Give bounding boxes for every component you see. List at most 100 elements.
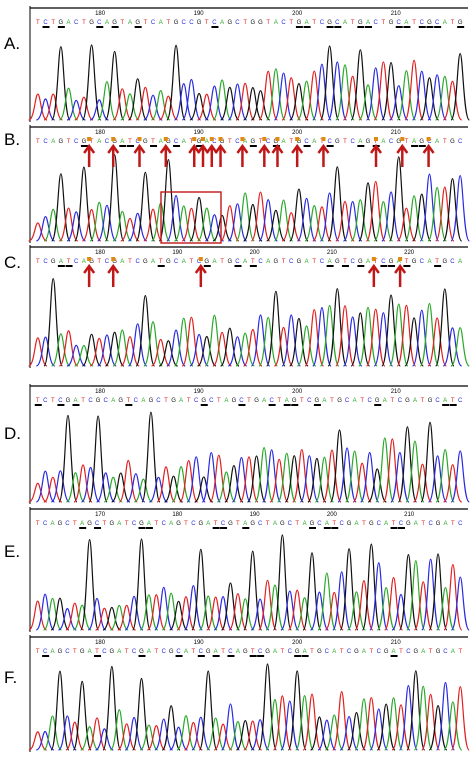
peak-G	[164, 475, 183, 503]
base-call: G	[274, 139, 279, 145]
quality-bar	[96, 26, 104, 28]
base-call: T	[429, 649, 433, 655]
peak-C	[450, 174, 470, 242]
base-call: C	[443, 649, 448, 655]
base-call: T	[289, 139, 293, 145]
peak-A	[265, 698, 285, 751]
base-call: T	[421, 398, 425, 404]
base-call: T	[451, 521, 455, 527]
peak-T	[220, 205, 240, 242]
variant-marker	[374, 137, 379, 141]
base-call: T	[251, 649, 255, 655]
peak-C	[365, 67, 386, 121]
base-call: T	[90, 139, 94, 145]
base-call: T	[73, 521, 77, 527]
base-call: C	[43, 398, 48, 404]
peak-A	[134, 478, 153, 503]
peak-T	[158, 95, 178, 121]
peak-A	[427, 186, 447, 242]
base-call: A	[159, 20, 163, 26]
peak-G	[72, 680, 92, 751]
peak-G	[350, 312, 371, 367]
base-call: A	[266, 259, 270, 265]
base-call: T	[343, 259, 347, 265]
peak-C	[442, 327, 463, 367]
peak-G	[398, 554, 418, 631]
base-call: G	[427, 20, 432, 26]
peak-T	[273, 326, 294, 367]
variant-arrowhead	[83, 263, 96, 274]
base-call: C	[102, 649, 107, 655]
base-call: G	[201, 398, 206, 404]
base-call: T	[236, 521, 240, 527]
peak-A	[103, 476, 123, 503]
base-call: A	[205, 139, 209, 145]
peak-A	[173, 317, 194, 367]
panel-label-c: C.	[4, 253, 21, 272]
base-call: C	[228, 649, 233, 655]
peak-G	[127, 78, 148, 121]
base-call: C	[281, 20, 286, 26]
variant-marker	[262, 137, 267, 141]
peak-G	[397, 426, 418, 503]
variant-marker	[240, 137, 245, 141]
quality-bar	[357, 145, 365, 147]
tick-label: 210	[391, 389, 402, 395]
tick-label: 200	[292, 130, 303, 136]
base-call: T	[128, 139, 132, 145]
peak-T	[435, 186, 455, 242]
peak-T	[272, 695, 292, 751]
quality-bar	[291, 404, 299, 406]
base-call: G	[197, 20, 202, 26]
panel-label-f: F.	[4, 668, 18, 687]
peak-A	[295, 597, 314, 631]
variant-arrowhead	[291, 143, 304, 154]
variant-marker	[426, 137, 431, 141]
peak-A	[59, 87, 79, 121]
peak-T	[209, 454, 229, 503]
peak-C	[96, 472, 116, 503]
base-call: T	[405, 259, 409, 265]
quality-bar	[323, 527, 331, 529]
base-call: G	[139, 521, 144, 527]
peak-G	[243, 550, 263, 631]
base-call: C	[74, 259, 79, 265]
base-call: T	[312, 259, 316, 265]
base-call: A	[214, 649, 218, 655]
peak-C	[273, 72, 294, 121]
peak-G	[111, 472, 131, 503]
base-call: G	[176, 521, 181, 527]
variant-arrowhead	[196, 143, 210, 154]
base-call: C	[335, 20, 340, 26]
peak-T	[442, 80, 463, 121]
peak-T	[181, 207, 201, 242]
base-call: T	[312, 20, 316, 26]
base-call: T	[412, 20, 416, 26]
base-call: T	[435, 259, 439, 265]
base-call: A	[282, 139, 286, 145]
base-call: A	[343, 20, 347, 26]
quality-bar	[331, 527, 339, 529]
variant-arrowhead	[214, 143, 227, 154]
base-call: C	[381, 259, 386, 265]
base-call: A	[67, 20, 71, 26]
peak-G	[327, 288, 348, 367]
base-call: C	[58, 398, 63, 404]
base-call: T	[36, 259, 40, 265]
base-call: G	[337, 398, 342, 404]
quality-bar	[268, 404, 276, 406]
base-call: T	[154, 521, 158, 527]
base-call: A	[169, 521, 173, 527]
quality-bar	[80, 145, 88, 147]
base-call: A	[141, 398, 145, 404]
base-call: G	[436, 649, 441, 655]
variant-marker	[275, 137, 280, 141]
base-call: T	[282, 259, 286, 265]
base-call: C	[368, 398, 373, 404]
peak-C	[154, 586, 174, 631]
base-call: G	[228, 521, 233, 527]
base-call: C	[174, 139, 179, 145]
peak-G	[329, 429, 350, 503]
